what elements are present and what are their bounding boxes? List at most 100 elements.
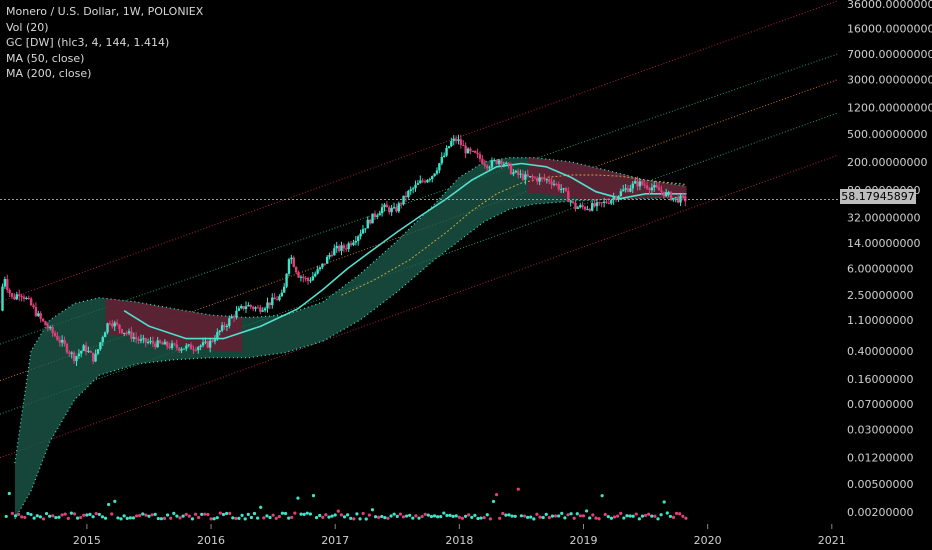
volume-dot bbox=[265, 514, 269, 518]
candle-body bbox=[158, 340, 162, 343]
volume-dot bbox=[467, 513, 471, 517]
candle-body bbox=[526, 174, 529, 177]
volume-dot bbox=[640, 514, 645, 518]
chart-legend: Monero / U.S. Dollar, 1W, POLONIEX Vol (… bbox=[6, 4, 203, 82]
candle-body bbox=[397, 203, 401, 212]
volume-dot bbox=[488, 517, 492, 521]
legend-gc[interactable]: GC [DW] (hlc3, 4, 144, 1.414) bbox=[6, 36, 170, 49]
volume-dot bbox=[88, 512, 92, 516]
candle-body bbox=[15, 294, 19, 300]
candle-body bbox=[46, 325, 50, 329]
volume-dot bbox=[85, 513, 89, 517]
volume-dot bbox=[200, 512, 204, 516]
volume-dot bbox=[560, 511, 564, 515]
candle-body bbox=[466, 148, 470, 154]
volume-dot bbox=[473, 513, 477, 518]
volume-dot bbox=[97, 512, 101, 517]
volume-dot bbox=[411, 516, 415, 520]
candle-body bbox=[161, 342, 164, 345]
candle-body bbox=[660, 190, 663, 192]
volume-dot bbox=[100, 515, 105, 519]
candle-body bbox=[132, 337, 135, 339]
candle-body bbox=[1, 286, 4, 311]
candle-body bbox=[414, 184, 417, 189]
candle-body bbox=[345, 248, 348, 250]
candle-body bbox=[385, 204, 389, 208]
candle-body bbox=[636, 181, 639, 187]
candle-body bbox=[321, 263, 324, 268]
candle-body bbox=[194, 349, 198, 351]
candle-body bbox=[201, 342, 205, 346]
candle-body bbox=[557, 184, 560, 190]
candle-body bbox=[17, 294, 21, 297]
candle-body bbox=[576, 207, 580, 209]
candle-body bbox=[299, 276, 303, 278]
candle-body bbox=[648, 188, 651, 191]
x-tick-label: 2017 bbox=[321, 534, 349, 547]
volume-dot bbox=[538, 515, 542, 519]
candle-body bbox=[318, 267, 322, 270]
volume-dot bbox=[35, 514, 39, 518]
candle-body bbox=[378, 213, 381, 216]
candle-body bbox=[56, 335, 59, 341]
y-tick-label: 0.07000000 bbox=[847, 398, 913, 411]
candle-body bbox=[146, 342, 150, 344]
candle-body bbox=[638, 181, 642, 187]
volume-dot bbox=[535, 512, 539, 516]
candle-body bbox=[433, 173, 436, 177]
legend-symbol[interactable]: Monero / U.S. Dollar, 1W, POLONIEX bbox=[6, 5, 204, 18]
candle-body bbox=[366, 219, 369, 229]
candle-body bbox=[442, 155, 446, 158]
volume-dot bbox=[224, 511, 229, 516]
y-tick-label: 2.50000000 bbox=[847, 289, 913, 302]
candle-body bbox=[256, 307, 260, 309]
candle-body bbox=[631, 183, 634, 189]
candle-body bbox=[249, 305, 252, 307]
volume-dot bbox=[57, 515, 61, 519]
candle-body bbox=[540, 177, 544, 179]
candle-body bbox=[175, 344, 178, 348]
candle-body bbox=[505, 162, 508, 164]
volume-dot bbox=[91, 515, 95, 519]
y-tick-label: 0.16000000 bbox=[847, 373, 913, 386]
candle-body bbox=[483, 163, 486, 166]
candle-body bbox=[409, 189, 412, 191]
candle-body bbox=[123, 332, 126, 334]
volume-dot bbox=[237, 516, 241, 520]
volume-dot bbox=[252, 511, 257, 516]
volume-dot bbox=[451, 514, 455, 518]
volume-dot bbox=[147, 514, 151, 518]
volume-dot bbox=[510, 514, 514, 518]
channel-line-1 bbox=[0, 53, 839, 345]
volume-dot bbox=[426, 513, 430, 517]
x-tick-label: 2016 bbox=[197, 534, 225, 547]
candle-body bbox=[29, 298, 33, 306]
candle-body bbox=[127, 331, 131, 334]
legend-volume[interactable]: Vol (20) bbox=[6, 20, 49, 34]
candle-body bbox=[139, 339, 143, 341]
candle-body bbox=[177, 347, 181, 351]
candle-body bbox=[471, 150, 475, 152]
candle-body bbox=[454, 138, 458, 141]
candle-body bbox=[452, 138, 455, 142]
candle-body bbox=[304, 277, 307, 279]
volume-dot bbox=[125, 516, 129, 520]
candle-body bbox=[388, 207, 391, 213]
candle-body bbox=[629, 188, 632, 192]
volume-dot bbox=[296, 496, 300, 500]
volume-dot bbox=[522, 514, 527, 518]
candle-body bbox=[457, 139, 460, 141]
y-tick-label: 0.40000000 bbox=[847, 345, 913, 358]
candle-body bbox=[622, 189, 625, 192]
candle-body bbox=[197, 347, 200, 351]
x-tick-label: 2020 bbox=[694, 534, 722, 547]
legend-ma50[interactable]: MA (50, close) bbox=[6, 51, 85, 65]
candle-body bbox=[34, 307, 38, 316]
candle-body bbox=[306, 278, 310, 282]
candle-body bbox=[325, 256, 329, 264]
candle-body bbox=[156, 340, 159, 348]
legend-ma200[interactable]: MA (200, close) bbox=[6, 67, 92, 80]
candle-body bbox=[376, 215, 379, 217]
candle-body bbox=[266, 302, 269, 309]
